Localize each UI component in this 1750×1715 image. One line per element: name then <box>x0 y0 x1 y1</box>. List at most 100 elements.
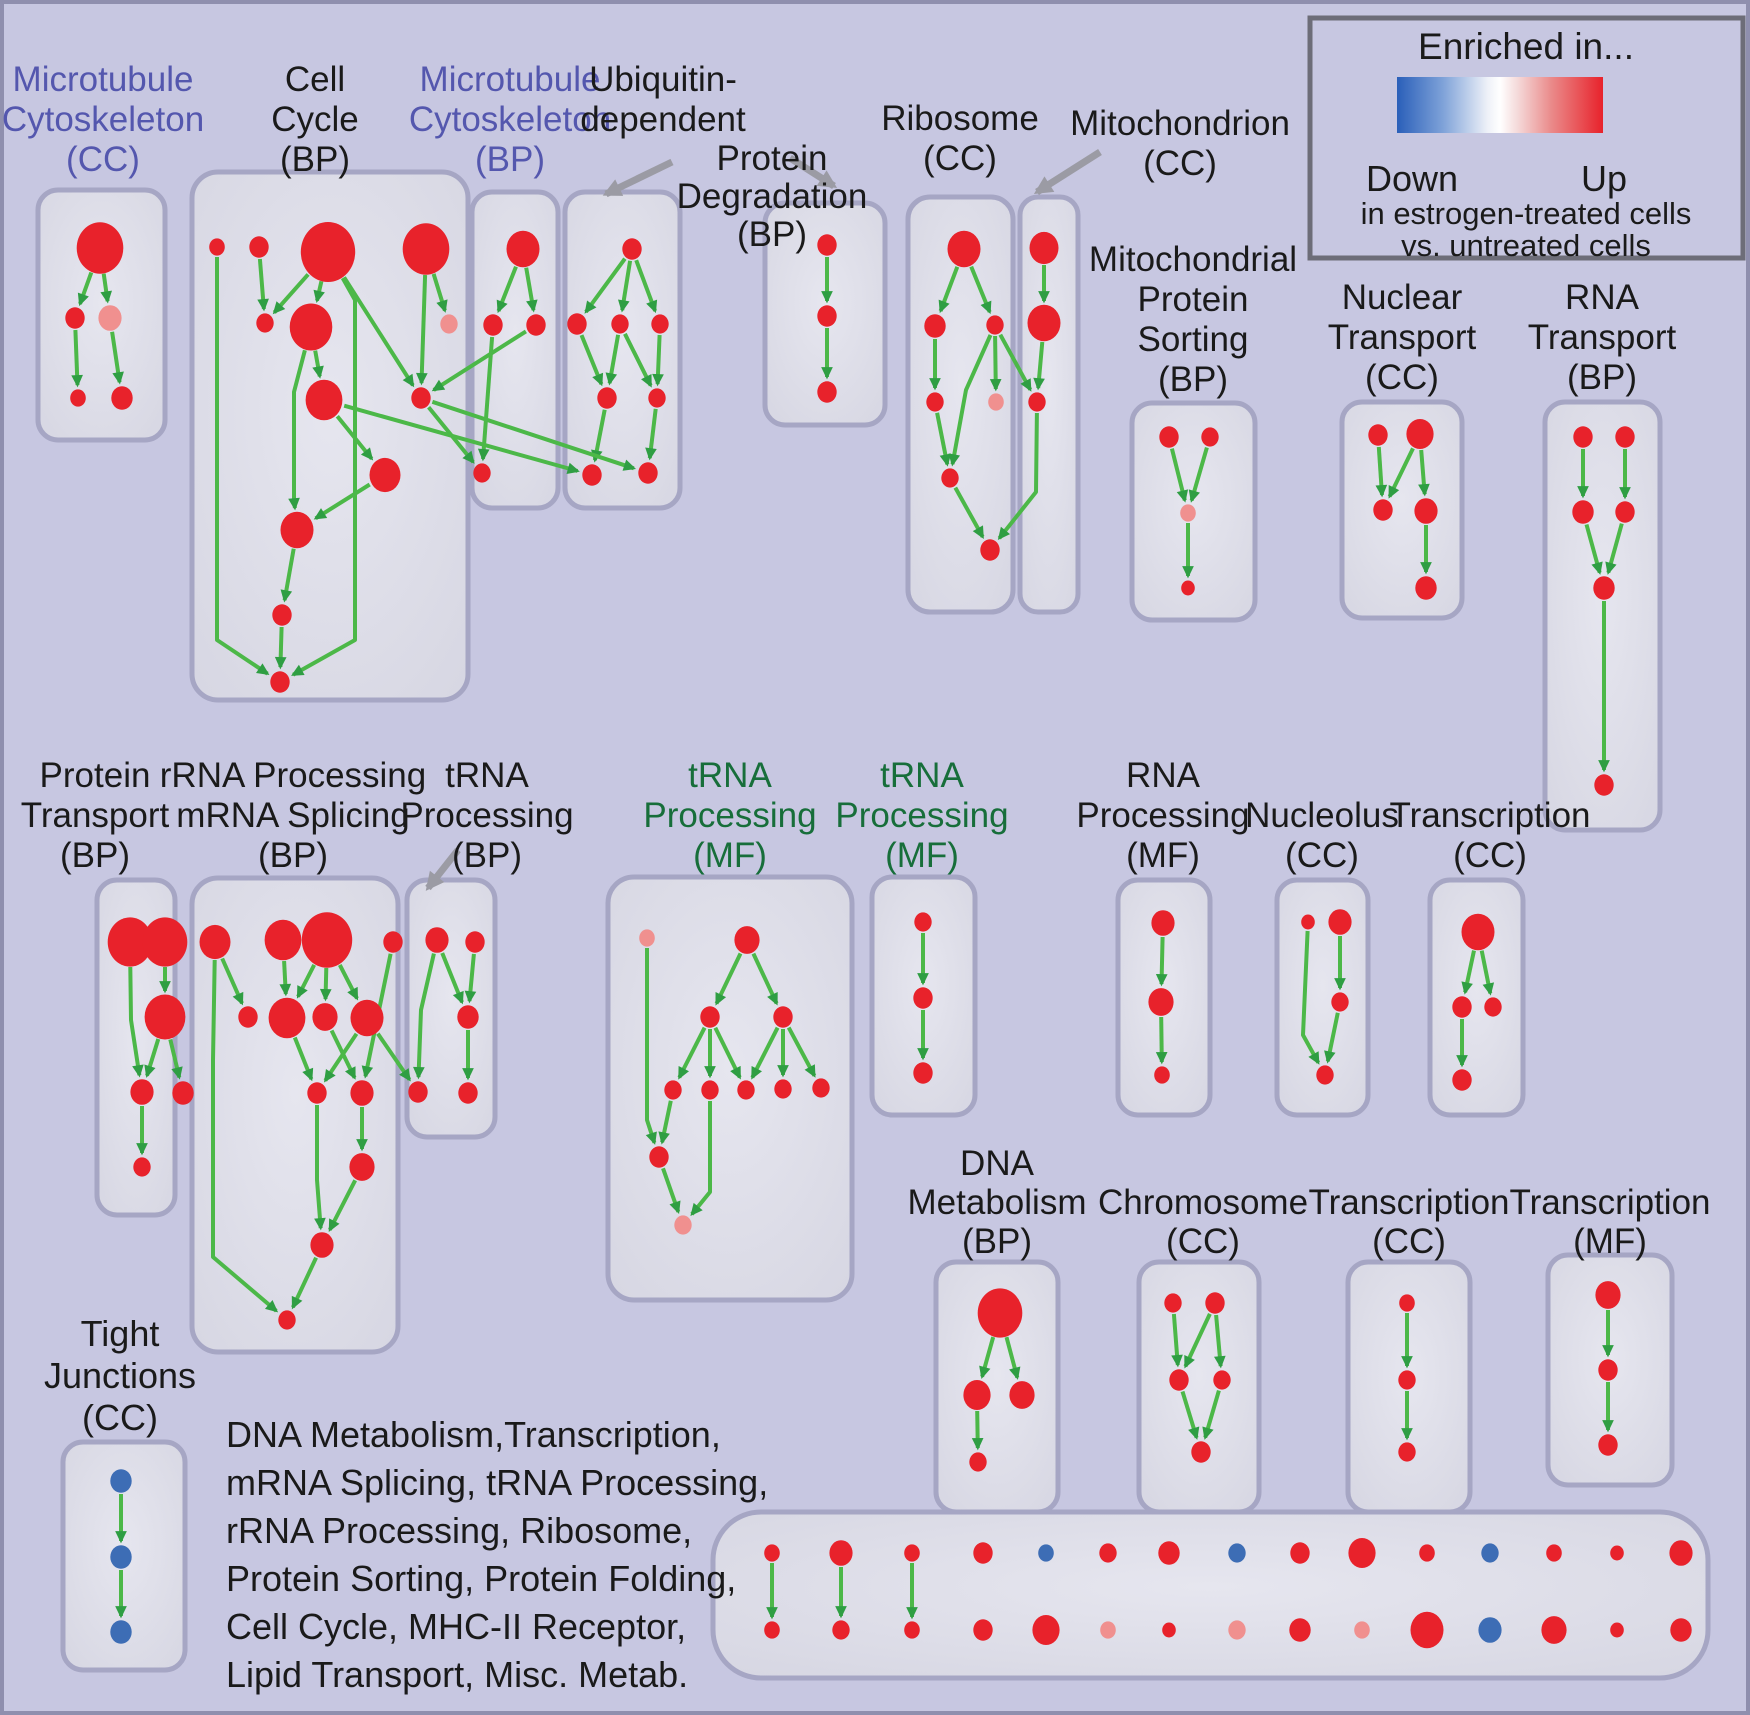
edge-arrow <box>168 1038 183 1080</box>
edge-arrow <box>313 280 325 303</box>
gene-node-red <box>1615 501 1635 523</box>
gene-node-red <box>1162 1622 1176 1638</box>
gene-node-red <box>926 392 944 412</box>
gene-node-red <box>65 307 85 329</box>
edge-arrow <box>342 276 415 388</box>
gene-node-red <box>506 230 540 268</box>
cluster-box-chromosome <box>1136 1259 1262 1515</box>
gene-node-red <box>913 987 933 1009</box>
gene-node-red <box>1546 1544 1562 1562</box>
gene-node-red <box>305 379 343 421</box>
edge-arrow <box>313 482 371 520</box>
gene-node-blue <box>110 1469 132 1493</box>
edge-arrow <box>979 1336 996 1379</box>
gene-node-red <box>142 917 188 967</box>
edge-arrow <box>938 266 960 314</box>
gene-node-red <box>238 1006 258 1028</box>
cluster-box-trna_mf_big <box>605 874 855 1303</box>
gene-node-red <box>649 1146 669 1168</box>
edge-arrow <box>645 948 657 1145</box>
edge-arrow <box>658 1100 673 1145</box>
gene-node-red <box>1368 424 1388 446</box>
edge-arrow <box>440 952 464 1005</box>
edge-arrow <box>1033 341 1045 391</box>
gene-node-red <box>130 1079 154 1105</box>
gene-node-red <box>947 230 981 268</box>
legend-box <box>1307 15 1746 261</box>
gene-node-red <box>458 1082 478 1104</box>
gene-node-red <box>1029 231 1059 265</box>
edge-arrow <box>1479 950 1495 996</box>
gene-node-red <box>133 1157 151 1177</box>
gene-node-red <box>1541 1616 1567 1644</box>
edge-arrow <box>969 265 992 315</box>
edge-arrow <box>477 336 495 462</box>
edge-arrow <box>953 486 985 539</box>
gene-node-red <box>383 931 403 953</box>
edge-arrow <box>312 350 324 379</box>
edge-arrow <box>605 334 621 386</box>
edge-arrow <box>71 329 83 388</box>
edge-arrow <box>376 1032 412 1082</box>
gene-node-red <box>1399 1294 1415 1312</box>
gene-node-red <box>350 1080 374 1106</box>
gene-node-red <box>1415 576 1437 600</box>
cluster-box-rrna <box>189 875 401 1355</box>
edge-arrow <box>998 333 1033 392</box>
gene-node-red <box>1594 774 1614 796</box>
gene-node-red <box>764 1544 780 1562</box>
gene-node-red <box>268 997 306 1039</box>
gene-node-red <box>1289 1618 1311 1642</box>
gene-node-red <box>1181 580 1195 596</box>
gene-node-pink <box>639 929 655 947</box>
label-pointer-arrow <box>1033 149 1102 195</box>
label-pointer-arrow <box>788 155 838 189</box>
edge-arrow <box>935 412 952 467</box>
legend-subtitle-line2: vs. untreated cells <box>1401 228 1651 263</box>
gene-node-red <box>1461 913 1495 951</box>
gene-node-pink <box>98 305 122 331</box>
gene-node-pink <box>988 393 1004 411</box>
edge-arrow <box>110 331 124 385</box>
gene-node-pink <box>440 314 458 334</box>
edge-arrow <box>496 265 518 314</box>
gene-node-red <box>411 387 431 409</box>
edge-arrow <box>1188 447 1209 503</box>
gene-node-red <box>457 1005 479 1029</box>
gene-node-red <box>941 468 959 488</box>
edge-arrow <box>661 1167 681 1215</box>
edge-arrow <box>257 258 269 312</box>
cluster-box-mito <box>1017 194 1081 615</box>
edge-arrow <box>623 332 653 388</box>
gene-node-pink <box>1354 1621 1370 1639</box>
footnote-line: mRNA Splicing, tRNA Processing, <box>226 1462 769 1503</box>
gene-node-red <box>1598 1359 1618 1381</box>
gene-node-red <box>483 314 503 336</box>
edge-arrow <box>1584 523 1603 575</box>
edge-arrow <box>338 963 359 1001</box>
edge-arrow <box>323 1032 359 1083</box>
gene-node-red <box>1598 1434 1618 1456</box>
gene-node-red <box>144 994 186 1040</box>
gene-node-red <box>300 222 356 282</box>
gene-node-red <box>289 303 333 351</box>
legend-down-label: Down <box>1365 158 1459 199</box>
gene-node-red <box>270 671 290 693</box>
gene-node-red <box>622 238 642 260</box>
gene-node-red <box>1158 1541 1180 1565</box>
gene-node-pink <box>674 1215 692 1235</box>
gene-node-red <box>1201 427 1219 447</box>
gene-node-red <box>904 1621 920 1639</box>
edge-arrow <box>328 1179 357 1232</box>
gene-node-red <box>973 1542 993 1564</box>
edge-arrow <box>296 963 316 999</box>
gene-node-red <box>1328 909 1352 935</box>
gene-node-red <box>1406 419 1434 449</box>
gene-node-red <box>1099 1543 1117 1563</box>
gene-node-red <box>651 314 669 334</box>
gene-node-red <box>310 1232 334 1258</box>
gene-node-red <box>914 912 932 932</box>
gene-node-red <box>1205 1292 1225 1314</box>
gene-node-red <box>1316 1065 1334 1085</box>
